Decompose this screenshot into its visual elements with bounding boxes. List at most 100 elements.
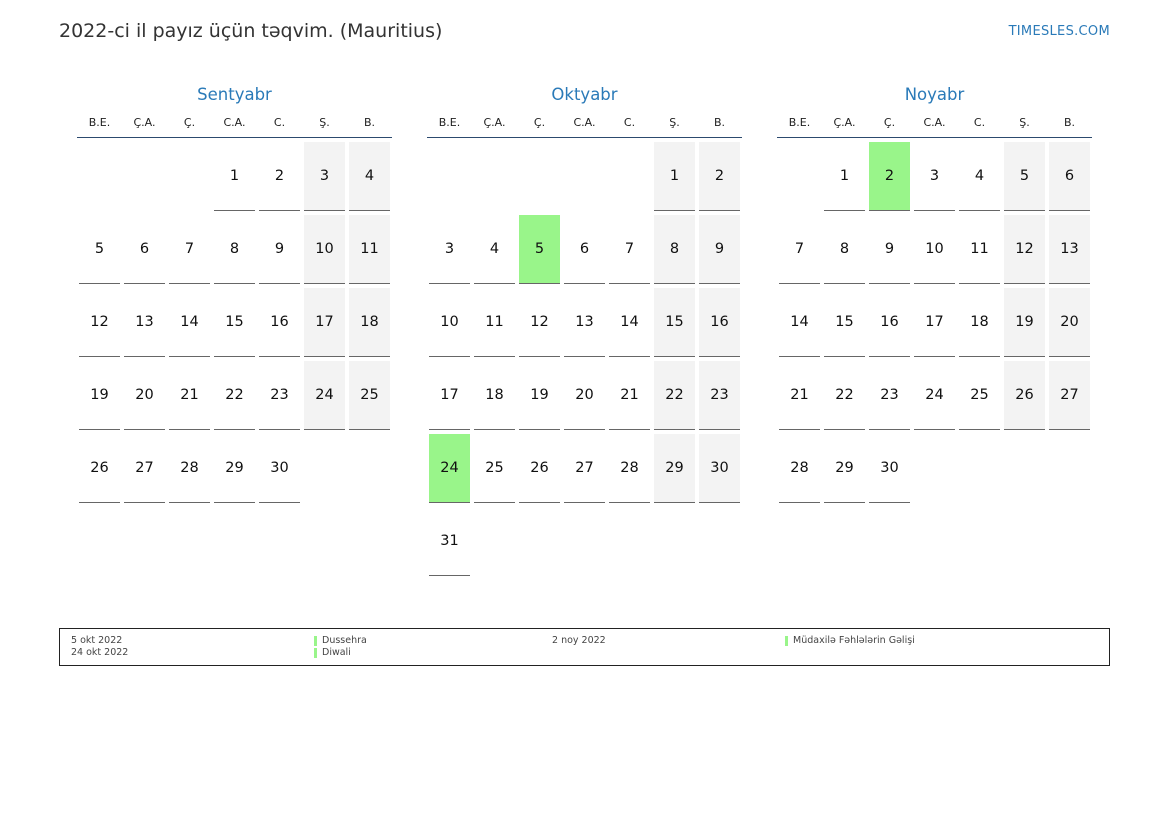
day-grid: 1 2 3 4 5 6 7 8 9 10 11 12 13 14 15 16 17 18 19 20 21 22 23 24 2… bbox=[77, 142, 392, 507]
weekday-label: B. bbox=[363, 116, 376, 129]
holiday-marker-icon bbox=[785, 636, 788, 646]
day-cell: 3 bbox=[304, 142, 345, 211]
day-cell: 6 bbox=[124, 215, 165, 284]
day-cell: 8 bbox=[654, 215, 695, 284]
day-cell: 30 bbox=[869, 434, 910, 503]
legend-dates-left: 5 okt 2022 24 okt 2022 bbox=[71, 635, 128, 659]
day-cell: 23 bbox=[259, 361, 300, 430]
day-cell: 3 bbox=[914, 142, 955, 211]
day-cell: 6 bbox=[564, 215, 605, 284]
day-cell: 1 bbox=[654, 142, 695, 211]
month-october: Oktyabr B.E. Ç.A. Ç. C.A. C. Ş. B. 1 2 3 4 5 6 7 8 9 10… bbox=[427, 84, 742, 580]
weekday-label: B. bbox=[713, 116, 726, 129]
day-cell: 4 bbox=[959, 142, 1000, 211]
day-grid: 1 2 3 4 5 6 7 8 9 10 11 12 13 14 15 16 17 18 19 20 21 22 23 24 2… bbox=[777, 142, 1092, 507]
day-cell: 25 bbox=[474, 434, 515, 503]
weekday-label: C. bbox=[973, 116, 986, 129]
day-cell: 16 bbox=[869, 288, 910, 357]
legend-date: 24 okt 2022 bbox=[71, 647, 129, 658]
day-cell: 10 bbox=[914, 215, 955, 284]
day-cell: 14 bbox=[609, 288, 650, 357]
day-cell: 16 bbox=[259, 288, 300, 357]
legend-holiday: Müdaxilə Fəhlələrin Gəlişi bbox=[785, 635, 915, 647]
weekday-header: B.E. Ç.A. Ç. C.A. C. Ş. B. bbox=[427, 115, 742, 138]
legend-holiday: Dussehra bbox=[314, 635, 367, 647]
day-cell: 7 bbox=[169, 215, 210, 284]
day-cell: 6 bbox=[1049, 142, 1090, 211]
day-cell: 29 bbox=[654, 434, 695, 503]
weekday-label: C.A. bbox=[573, 116, 596, 129]
day-cell: 10 bbox=[429, 288, 470, 357]
legend-names-right: Müdaxilə Fəhlələrin Gəlişi bbox=[785, 635, 915, 647]
day-cell: 20 bbox=[1049, 288, 1090, 357]
day-cell: 12 bbox=[1004, 215, 1045, 284]
legend-dates-right: 2 noy 2022 bbox=[552, 635, 606, 647]
site-link[interactable]: TIMESLES.COM bbox=[1008, 24, 1110, 39]
weekday-label: B. bbox=[1063, 116, 1076, 129]
day-cell: 17 bbox=[429, 361, 470, 430]
day-cell: 5 bbox=[1004, 142, 1045, 211]
empty-day-cell bbox=[474, 142, 515, 211]
day-cell: 17 bbox=[914, 288, 955, 357]
weekday-label: Ç. bbox=[533, 116, 546, 129]
day-cell: 18 bbox=[474, 361, 515, 430]
day-cell: 20 bbox=[124, 361, 165, 430]
day-cell: 19 bbox=[1004, 288, 1045, 357]
holiday-marker-icon bbox=[314, 648, 317, 658]
day-cell: 19 bbox=[79, 361, 120, 430]
page-title: 2022-ci il payız üçün təqvim. (Mauritius… bbox=[59, 20, 443, 42]
day-cell: 11 bbox=[959, 215, 1000, 284]
weekday-label: Ş. bbox=[319, 116, 330, 129]
day-cell: 15 bbox=[824, 288, 865, 357]
weekday-label: Ş. bbox=[1019, 116, 1030, 129]
day-cell: 29 bbox=[214, 434, 255, 503]
weekday-label: Ç. bbox=[883, 116, 896, 129]
holiday-day-cell: 5 bbox=[519, 215, 560, 284]
day-cell: 27 bbox=[564, 434, 605, 503]
holiday-legend: 5 okt 2022 24 okt 2022 Dussehra Diwali 2… bbox=[59, 628, 1110, 666]
day-cell: 25 bbox=[959, 361, 1000, 430]
day-cell: 2 bbox=[259, 142, 300, 211]
day-cell: 1 bbox=[824, 142, 865, 211]
day-cell: 14 bbox=[779, 288, 820, 357]
month-november: Noyabr B.E. Ç.A. Ç. C.A. C. Ş. B. 1 2 3 4 5 6 7 8 9 10 1… bbox=[777, 84, 1092, 507]
day-cell: 18 bbox=[349, 288, 390, 357]
legend-holiday-name: Müdaxilə Fəhlələrin Gəlişi bbox=[793, 635, 915, 646]
empty-day-cell bbox=[564, 142, 605, 211]
day-cell: 17 bbox=[304, 288, 345, 357]
weekday-label: B.E. bbox=[788, 116, 811, 129]
day-cell: 2 bbox=[699, 142, 740, 211]
day-cell: 13 bbox=[564, 288, 605, 357]
day-cell: 30 bbox=[699, 434, 740, 503]
month-name: Noyabr bbox=[904, 85, 965, 104]
day-cell: 29 bbox=[824, 434, 865, 503]
day-cell: 28 bbox=[779, 434, 820, 503]
day-cell: 13 bbox=[1049, 215, 1090, 284]
day-cell: 30 bbox=[259, 434, 300, 503]
day-cell: 8 bbox=[824, 215, 865, 284]
day-cell: 12 bbox=[519, 288, 560, 357]
holiday-marker-icon bbox=[314, 636, 317, 646]
day-cell: 27 bbox=[124, 434, 165, 503]
legend-holiday-name: Dussehra bbox=[322, 635, 367, 646]
day-cell: 12 bbox=[79, 288, 120, 357]
weekday-label: Ş. bbox=[669, 116, 680, 129]
day-cell: 15 bbox=[214, 288, 255, 357]
day-cell: 9 bbox=[869, 215, 910, 284]
holiday-day-cell: 24 bbox=[429, 434, 470, 503]
weekday-label: Ç.A. bbox=[483, 116, 506, 129]
day-cell: 28 bbox=[169, 434, 210, 503]
day-cell: 11 bbox=[349, 215, 390, 284]
day-cell: 16 bbox=[699, 288, 740, 357]
day-cell: 11 bbox=[474, 288, 515, 357]
day-cell: 7 bbox=[609, 215, 650, 284]
holiday-day-cell: 2 bbox=[869, 142, 910, 211]
day-cell: 19 bbox=[519, 361, 560, 430]
day-cell: 27 bbox=[1049, 361, 1090, 430]
weekday-label: Ç.A. bbox=[833, 116, 856, 129]
day-cell: 22 bbox=[214, 361, 255, 430]
day-cell: 4 bbox=[474, 215, 515, 284]
empty-day-cell bbox=[519, 142, 560, 211]
weekday-label: C.A. bbox=[223, 116, 246, 129]
